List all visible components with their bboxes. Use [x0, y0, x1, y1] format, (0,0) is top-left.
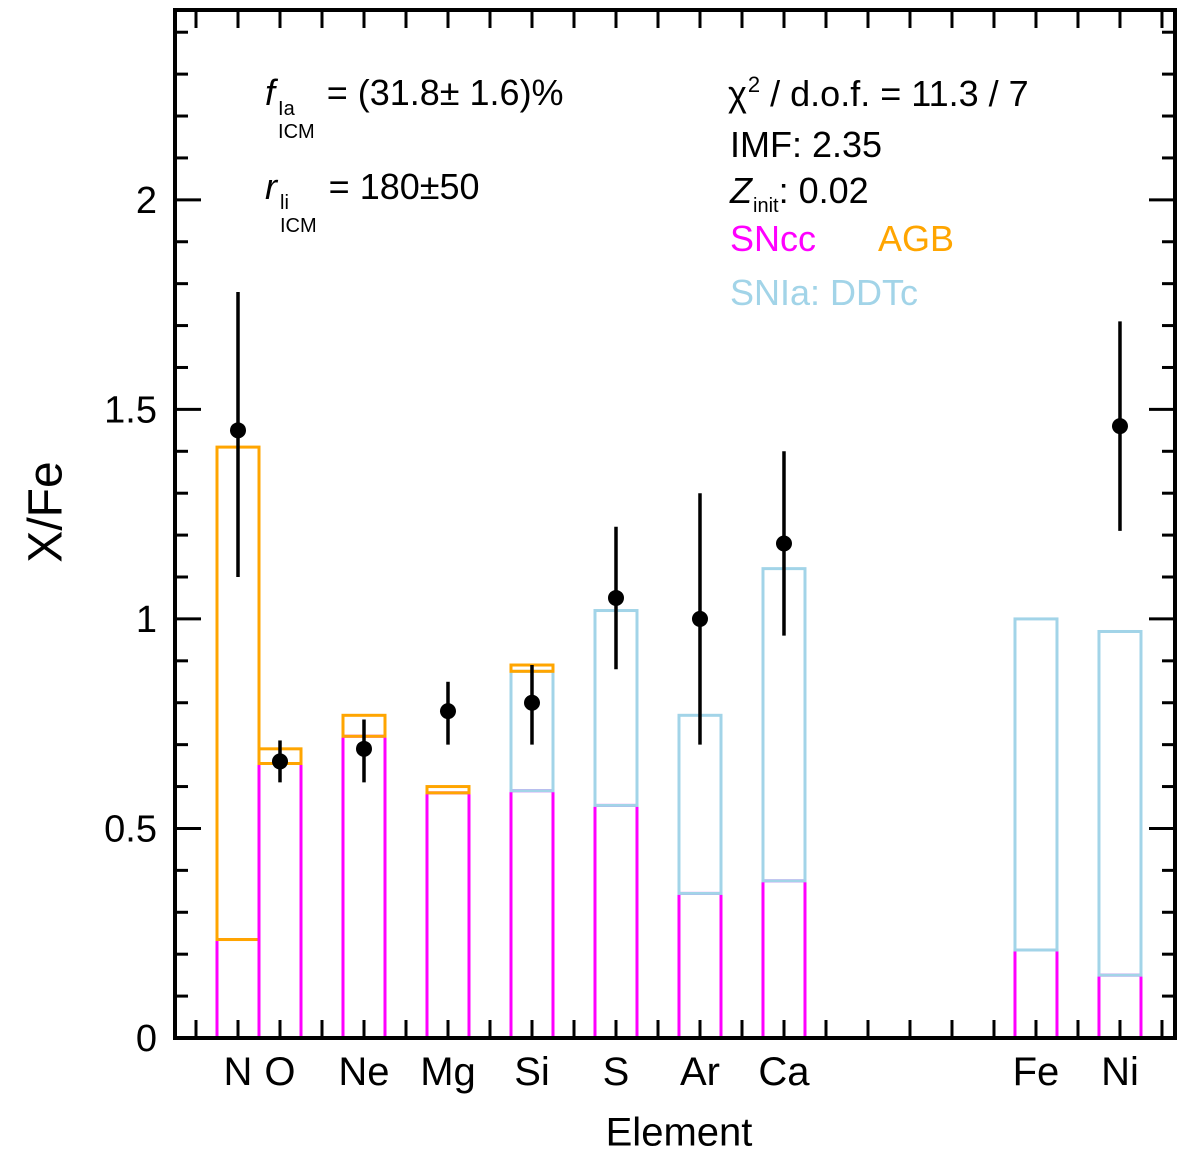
- chi-exponent: 2: [747, 72, 761, 97]
- x-tick-label-Ca: Ca: [758, 1050, 810, 1094]
- legend-row-1: SNcc AGB: [730, 218, 954, 259]
- y-tick-label: 1.5: [104, 389, 157, 431]
- r-icm-sub: ICM: [280, 215, 317, 237]
- data-point-Ni: [1111, 418, 1128, 435]
- data-point-O: [271, 753, 288, 770]
- f-icm-sub: ICM: [278, 121, 315, 143]
- bar-sncc-Si: [509, 789, 555, 1040]
- annotation-r-icm: r li ICM = 180±50: [265, 166, 480, 236]
- y-tick-label: 0.5: [104, 808, 157, 850]
- x-tick-label-N: N: [224, 1050, 253, 1094]
- bar-snia-Fe: [1013, 617, 1059, 952]
- y-tick-label: 1: [136, 599, 157, 641]
- bar-agb-Mg: [425, 785, 471, 795]
- imf-text: IMF: 2.35: [730, 124, 883, 165]
- data-point-Ne: [355, 740, 372, 757]
- chi-symbol: χ: [728, 73, 747, 114]
- z-subscript: init: [753, 195, 779, 217]
- f-icm-sup: Ia: [278, 98, 295, 120]
- data-point-S: [607, 589, 624, 606]
- r-icm-sup: li: [280, 192, 289, 214]
- data-point-Ca: [775, 535, 792, 552]
- x-tick-label-O: O: [264, 1050, 295, 1094]
- legend-sncc: SNcc: [730, 218, 817, 259]
- y-tick-label: 0: [136, 1018, 157, 1060]
- bar-sncc-O: [257, 762, 303, 1040]
- plot-frame: [173, 8, 1177, 1040]
- r-icm-value: = 180±50: [328, 166, 480, 207]
- bar-snia-Ni: [1097, 629, 1143, 977]
- bar-sncc-Ca: [761, 879, 807, 1040]
- f-icm-value: = (31.8± 1.6)%: [326, 72, 564, 113]
- x-tick-label-Mg: Mg: [420, 1050, 476, 1094]
- z-init-value: : 0.02: [778, 170, 869, 211]
- chi2-value: / d.o.f. = 11.3 / 7: [760, 73, 1029, 114]
- x-tick-label-Ne: Ne: [338, 1050, 389, 1094]
- f-icm-supsub: Ia ICM: [278, 99, 315, 142]
- r-icm-supsub: li ICM: [280, 193, 317, 236]
- annotation-imf: IMF: 2.35: [730, 124, 882, 165]
- x-tick-label-Si: Si: [514, 1050, 550, 1094]
- x-tick-label-S: S: [603, 1050, 630, 1094]
- x-tick-label-Ni: Ni: [1101, 1050, 1139, 1094]
- x-tick-label-Ar: Ar: [680, 1050, 720, 1094]
- r-icm-symbol: r: [265, 166, 277, 207]
- bar-sncc-S: [593, 803, 639, 1040]
- y-tick-label: 2: [136, 180, 157, 222]
- data-point-N: [229, 422, 246, 439]
- bar-sncc-Mg: [425, 791, 471, 1040]
- z-symbol: Z: [730, 170, 752, 211]
- annotation-z-init: Zinit: 0.02: [730, 170, 869, 218]
- legend-agb: AGB: [878, 218, 955, 259]
- bar-sncc-Ar: [677, 891, 723, 1040]
- data-point-Mg: [439, 703, 456, 720]
- legend-snia: SNIa: DDTc: [730, 272, 919, 313]
- annotation-chi2: χ2 / d.o.f. = 11.3 / 7: [728, 72, 1029, 114]
- data-point-Ar: [691, 610, 708, 627]
- legend-row-2: SNIa: DDTc: [730, 272, 918, 313]
- x-axis-title: Element: [605, 1110, 753, 1155]
- data-point-Si: [523, 694, 540, 711]
- f-icm-symbol: f: [265, 72, 276, 113]
- y-axis-title: X/Fe: [19, 461, 73, 563]
- x-tick-label-Fe: Fe: [1013, 1050, 1060, 1094]
- annotation-f-icm: f Ia ICM = (31.8± 1.6)%: [265, 72, 564, 142]
